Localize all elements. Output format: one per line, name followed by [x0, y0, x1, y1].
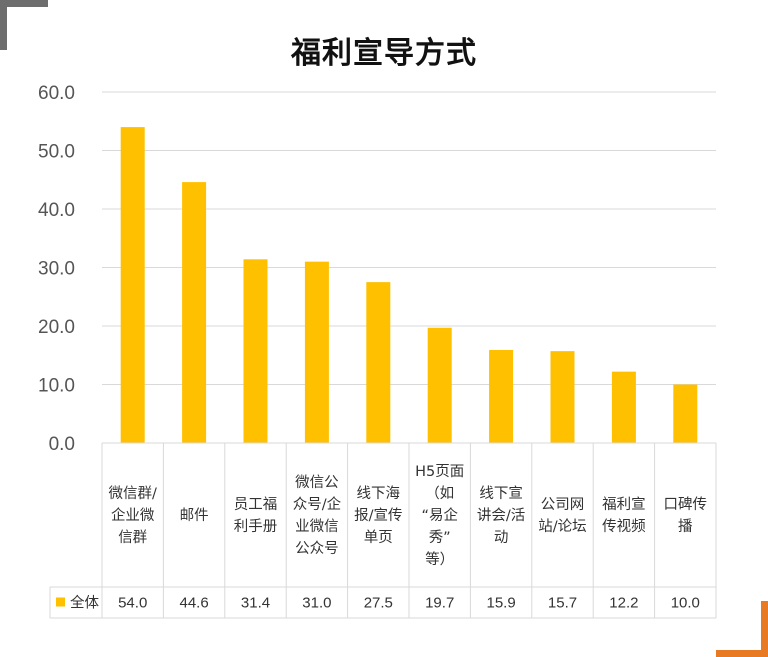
data-label: 31.4 [241, 595, 270, 612]
y-axis: 0.0 10.0 20.0 30.0 40.0 50.0 60.0 [38, 83, 75, 455]
category-label: 线下宣 [479, 485, 523, 502]
bar [427, 327, 452, 443]
bar [366, 282, 391, 443]
category-label: 传视频 [602, 518, 646, 535]
data-label: 15.7 [548, 595, 577, 612]
bar [489, 349, 514, 443]
category-label: 单页 [364, 529, 393, 546]
category-label: 业微信 [295, 518, 339, 535]
data-label: 54.0 [118, 595, 147, 612]
bar [673, 384, 698, 443]
category-label: 微信群/ [109, 485, 157, 502]
category-label: 公司网 [541, 497, 585, 513]
data-table: 微信群/企业微信群54.0邮件44.6员工福利手册31.4微信公众号/企业微信公… [49, 442, 717, 619]
category-label: 等） [425, 550, 454, 568]
category-label: （如 [425, 485, 454, 502]
category-label: 秀” [429, 529, 451, 546]
bars [120, 127, 698, 443]
category-label: 利手册 [234, 518, 278, 535]
y-tick-label: 50.0 [38, 142, 75, 163]
data-label: 31.0 [302, 595, 331, 612]
category-label: 福利宣 [602, 496, 646, 513]
category-label: 线下海 [357, 485, 401, 502]
category-label: 公众号 [295, 540, 339, 557]
data-label: 12.2 [609, 595, 638, 612]
bar [304, 261, 329, 443]
y-tick-label: 10.0 [38, 376, 75, 397]
data-label: 10.0 [671, 595, 700, 612]
category-label: 讲会/活 [477, 507, 525, 524]
category-label: “易企 [421, 506, 458, 524]
data-label: 27.5 [364, 595, 393, 612]
category-label: 报/宣传 [354, 507, 402, 524]
bar [550, 351, 575, 443]
y-tick-label: 30.0 [38, 259, 75, 280]
corner-bracket-top-left [0, 0, 48, 50]
corner-bracket-bottom-right [716, 601, 768, 657]
category-label: 微信公 [295, 474, 339, 491]
bar [611, 371, 636, 443]
legend-label: 全体 [70, 594, 99, 612]
bar [243, 259, 268, 443]
y-tick-label: 0.0 [49, 434, 75, 455]
category-label: 口碑传 [664, 496, 708, 513]
category-label: 站/论坛 [538, 518, 586, 535]
category-label: 动 [494, 529, 509, 546]
legend-swatch [56, 597, 65, 607]
category-label: 众号/企 [293, 495, 342, 513]
data-label: 15.9 [486, 595, 515, 612]
data-label: 44.6 [179, 595, 208, 612]
category-label: 邮件 [180, 507, 209, 524]
data-label: 19.7 [425, 595, 454, 612]
y-tick-label: 40.0 [38, 200, 75, 221]
y-tick-label: 20.0 [38, 317, 75, 338]
y-tick-label: 60.0 [38, 83, 75, 104]
chart-title: 福利宣导方式 [291, 36, 477, 71]
category-label: H5页面 [415, 464, 464, 480]
category-label: 信群 [118, 529, 147, 546]
bar [120, 127, 145, 443]
bar [182, 182, 207, 443]
category-label: 企业微 [111, 506, 155, 524]
category-label: 播 [678, 518, 693, 535]
category-label: 员工福 [234, 496, 278, 513]
